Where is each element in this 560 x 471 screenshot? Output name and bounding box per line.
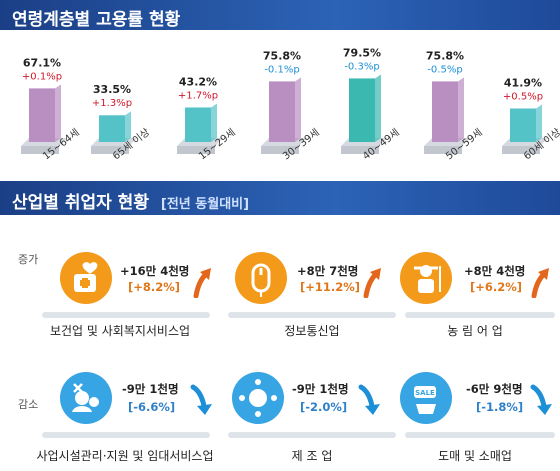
svg-text:SALE: SALE: [415, 389, 435, 397]
industry-name-6: 도매 및 소매업: [438, 449, 512, 463]
bar-change-label-0: +0.1%p: [22, 71, 62, 82]
farmer-icon: [400, 252, 452, 304]
bar-change-label-6: +0.5%p: [503, 91, 543, 102]
decrease-pct-3: [-1.8%]: [476, 400, 524, 414]
industry-subtitle: [전년 동월대비]: [160, 197, 250, 212]
bar-side-2: [211, 103, 217, 142]
separator: [405, 312, 555, 318]
increase-pct-2: [+11.2%]: [300, 280, 361, 294]
industry-name-5: 제 조 업: [291, 449, 333, 463]
bar-4: [349, 78, 375, 142]
industry-name-2: 정보통신업: [284, 324, 340, 338]
bar-top-1: [99, 111, 131, 116]
bar-value-label-1: 33.5%: [93, 83, 131, 96]
separator: [228, 312, 396, 318]
bar-change-label-5: -0.5%p: [427, 64, 462, 75]
industry-name-4: 사업시설관리·지원 및 임대서비스업: [36, 449, 214, 463]
industry-title-band: 산업별 취업자 현황 [전년 동월대비]: [0, 181, 560, 215]
up-arrow-icon: [193, 268, 211, 298]
decrease-pct-1: [-6.6%]: [128, 400, 176, 414]
industry-title-text: 산업별 취업자 현황: [12, 193, 149, 213]
increase-tag: 증가: [18, 253, 39, 266]
bar-value-label-5: 75.8%: [426, 49, 464, 62]
bar-value-label-3: 75.8%: [263, 49, 301, 62]
down-arrow-icon: [358, 384, 380, 415]
separator: [42, 432, 210, 438]
facility-service-icon: [60, 372, 112, 424]
bar-base-front: [261, 146, 299, 154]
bar-base-front: [91, 146, 129, 154]
bar-top-5: [432, 77, 464, 82]
decrease-value-2: -9만 1천명: [292, 382, 349, 396]
bar-base-front: [21, 146, 59, 154]
employment-title: 연령계층별 고용률 현황: [12, 10, 181, 30]
separator: [405, 432, 555, 438]
retail-sale-icon: SALE: [400, 372, 452, 424]
down-arrow-icon: [530, 384, 552, 415]
bar-base-front: [177, 146, 215, 154]
increase-value-1: +16만 4천명: [120, 264, 190, 278]
bar-0: [29, 88, 55, 142]
bar-side-5: [458, 77, 464, 142]
bar-6: [510, 108, 536, 142]
bar-value-label-4: 79.5%: [343, 46, 381, 59]
bar-base-front: [424, 146, 462, 154]
bar-top-3: [269, 77, 301, 82]
healthcare-icon: [60, 252, 112, 304]
increase-value-3: +8만 4천명: [464, 264, 526, 278]
bar-side-6: [536, 104, 542, 142]
increase-pct-3: [+6.2%]: [470, 280, 523, 294]
down-arrow-icon: [190, 384, 212, 415]
separator: [42, 312, 210, 318]
computer-mouse-icon: [235, 252, 287, 304]
bar-top-2: [185, 103, 217, 108]
bar-side-1: [125, 111, 131, 142]
increase-value-2: +8만 7천명: [297, 264, 359, 278]
bar-side-4: [375, 74, 381, 142]
bar-base-front: [502, 146, 540, 154]
bar-side-0: [55, 84, 61, 142]
bar-2: [185, 107, 211, 142]
bar-base-front: [341, 146, 379, 154]
industry-name-3: 농 림 어 업: [447, 324, 503, 338]
increase-pct-1: [+8.2%]: [128, 280, 181, 294]
decrease-value-1: -9만 1천명: [122, 382, 179, 396]
bar-change-label-1: +1.3%p: [92, 98, 132, 109]
bar-top-6: [510, 104, 542, 109]
industry-title: 산업별 취업자 현황 [전년 동월대비]: [12, 188, 249, 213]
bar-value-label-2: 43.2%: [179, 75, 217, 88]
bar-change-label-3: -0.1%p: [264, 64, 299, 75]
decrease-value-3: -6만 9천명: [466, 382, 523, 396]
decrease-tag: 감소: [18, 398, 39, 411]
manufacturing-icon: [232, 372, 284, 424]
employment-title-band: 연령계층별 고용률 현황: [0, 0, 560, 30]
bar-3: [269, 81, 295, 142]
up-arrow-icon: [363, 268, 381, 298]
bar-change-label-2: +1.7%p: [178, 90, 218, 101]
decrease-pct-2: [-2.0%]: [300, 400, 348, 414]
bar-side-3: [295, 77, 301, 142]
bar-top-4: [349, 74, 381, 79]
bar-top-0: [29, 84, 61, 89]
bar-value-label-0: 67.1%: [23, 56, 61, 69]
bar-value-label-6: 41.9%: [504, 76, 542, 89]
bar-1: [99, 115, 125, 142]
up-arrow-icon: [531, 268, 549, 298]
bar-change-label-4: -0.3%p: [344, 61, 379, 72]
bar-5: [432, 81, 458, 142]
industry-name-1: 보건업 및 사회복지서비스업: [49, 324, 191, 338]
separator: [228, 432, 396, 438]
